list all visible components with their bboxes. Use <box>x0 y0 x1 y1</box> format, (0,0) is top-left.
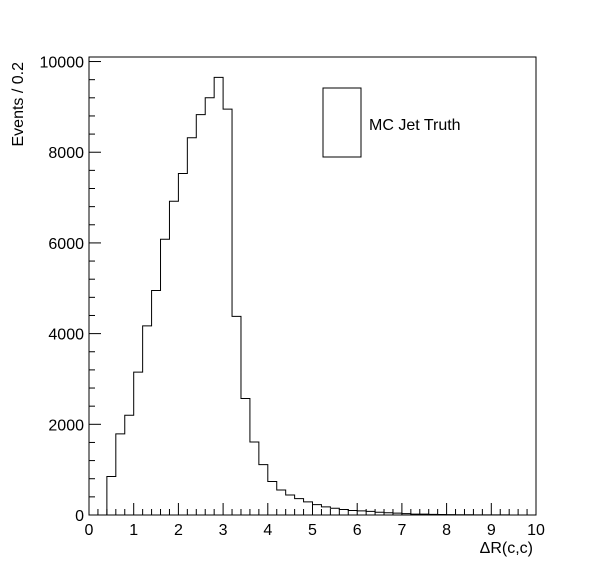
x-tick-label: 0 <box>85 522 94 539</box>
legend-entry-label: MC Jet Truth <box>369 117 461 134</box>
x-tick-label: 8 <box>442 522 451 539</box>
x-tick-label: 6 <box>353 522 362 539</box>
legend-marker-box <box>322 87 362 158</box>
y-axis-tick-labels: 0 2000 4000 6000 8000 10000 <box>40 55 85 525</box>
y-tick-label: 6000 <box>48 236 84 253</box>
x-tick-label: 3 <box>219 522 228 539</box>
y-tick-label: 4000 <box>48 327 84 344</box>
x-axis-title: ΔR(c,c) <box>480 540 533 557</box>
y-tick-label: 0 <box>75 508 84 525</box>
x-tick-label: 10 <box>527 522 545 539</box>
y-tick-label: 2000 <box>48 417 84 434</box>
x-axis-ticks <box>88 503 537 515</box>
y-axis-ticks <box>89 61 101 516</box>
x-axis-tick-labels: 0 1 2 3 4 5 6 7 8 9 10 <box>85 522 545 539</box>
legend: MC Jet Truth <box>322 87 461 158</box>
y-tick-label: 10000 <box>40 55 85 72</box>
x-tick-label: 5 <box>308 522 317 539</box>
x-tick-label: 4 <box>263 522 272 539</box>
y-tick-label: 8000 <box>48 145 84 162</box>
x-tick-label: 7 <box>397 522 406 539</box>
y-axis-title: Events / 0.2 <box>10 62 27 147</box>
x-tick-label: 1 <box>129 522 138 539</box>
x-tick-label: 9 <box>487 522 496 539</box>
x-tick-label: 2 <box>174 522 183 539</box>
